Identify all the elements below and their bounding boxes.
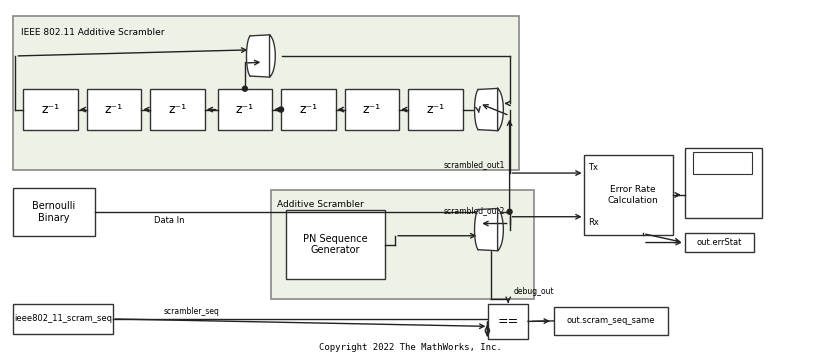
FancyBboxPatch shape <box>286 210 386 279</box>
Polygon shape <box>247 35 275 77</box>
FancyBboxPatch shape <box>271 190 534 299</box>
FancyBboxPatch shape <box>489 304 528 339</box>
FancyBboxPatch shape <box>150 89 205 130</box>
Text: scrambled_out1: scrambled_out1 <box>444 160 505 169</box>
FancyBboxPatch shape <box>685 233 754 252</box>
FancyBboxPatch shape <box>13 16 519 170</box>
Text: PN Sequence
Generator: PN Sequence Generator <box>303 234 368 255</box>
Text: scrambler_seq: scrambler_seq <box>164 307 220 316</box>
Text: Additive Scrambler: Additive Scrambler <box>277 200 364 209</box>
FancyBboxPatch shape <box>408 89 462 130</box>
FancyBboxPatch shape <box>87 89 141 130</box>
Text: Rx: Rx <box>588 218 600 227</box>
Circle shape <box>243 86 248 91</box>
FancyBboxPatch shape <box>281 89 336 130</box>
Text: Tx: Tx <box>588 163 599 172</box>
Text: out.scram_seq_same: out.scram_seq_same <box>566 317 655 325</box>
Text: z⁻¹: z⁻¹ <box>299 103 318 116</box>
Text: debug_out: debug_out <box>513 287 554 296</box>
FancyBboxPatch shape <box>583 155 673 234</box>
Text: out.errStat: out.errStat <box>697 238 742 247</box>
Circle shape <box>507 209 512 214</box>
FancyBboxPatch shape <box>13 188 95 236</box>
Polygon shape <box>475 208 503 251</box>
Text: IEEE 802.11 Additive Scrambler: IEEE 802.11 Additive Scrambler <box>21 28 165 37</box>
Text: Error Rate
Calculation: Error Rate Calculation <box>607 185 658 205</box>
FancyBboxPatch shape <box>554 307 667 335</box>
FancyBboxPatch shape <box>685 148 762 218</box>
Text: z⁻¹: z⁻¹ <box>42 103 60 116</box>
Text: z⁻¹: z⁻¹ <box>236 103 254 116</box>
Text: z⁻¹: z⁻¹ <box>363 103 381 116</box>
Text: Data In: Data In <box>154 216 185 225</box>
Text: z⁻¹: z⁻¹ <box>168 103 186 116</box>
FancyBboxPatch shape <box>693 152 752 174</box>
Circle shape <box>279 107 283 112</box>
Text: Bernoulli
Binary: Bernoulli Binary <box>33 201 76 223</box>
Text: scrambled_out2: scrambled_out2 <box>444 206 505 215</box>
FancyBboxPatch shape <box>345 89 400 130</box>
Text: z⁻¹: z⁻¹ <box>426 103 444 116</box>
FancyBboxPatch shape <box>24 89 78 130</box>
FancyBboxPatch shape <box>217 89 272 130</box>
FancyBboxPatch shape <box>13 304 113 334</box>
Text: ==: == <box>498 315 519 328</box>
Text: z⁻¹: z⁻¹ <box>105 103 123 116</box>
Text: Copyright 2022 The MathWorks, Inc.: Copyright 2022 The MathWorks, Inc. <box>319 343 502 352</box>
Polygon shape <box>475 89 503 131</box>
Text: ieee802_11_scram_seq: ieee802_11_scram_seq <box>14 314 112 323</box>
